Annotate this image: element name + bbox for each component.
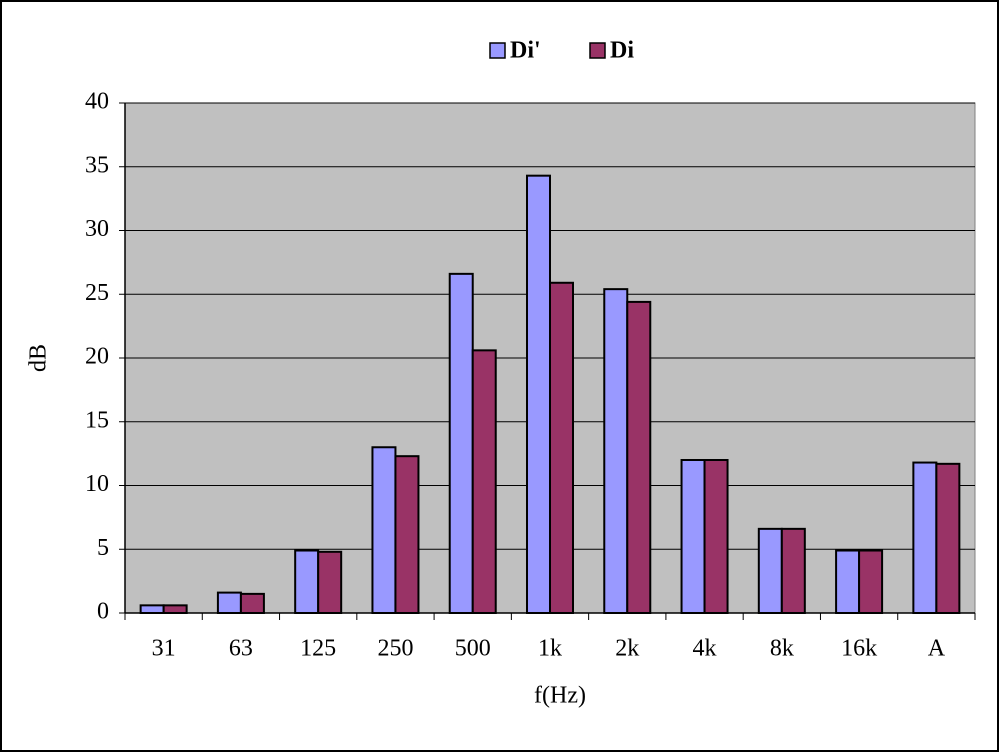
y-tick-label: 5 bbox=[97, 535, 109, 561]
bar bbox=[162, 604, 188, 614]
x-tick-label: 125 bbox=[300, 636, 336, 662]
x-axis-label: f(Hz) bbox=[534, 683, 586, 709]
bar bbox=[239, 592, 265, 614]
bar bbox=[757, 527, 783, 614]
x-tick-label: 2k bbox=[615, 636, 639, 662]
bar bbox=[680, 459, 706, 614]
x-tick-label: 8k bbox=[770, 636, 794, 662]
x-tick-label: 63 bbox=[229, 636, 253, 662]
bar bbox=[471, 349, 497, 614]
x-tick-label: 4k bbox=[693, 636, 717, 662]
bar bbox=[139, 604, 165, 614]
x-tick-label: 250 bbox=[377, 636, 413, 662]
x-tick-label: 500 bbox=[455, 636, 491, 662]
bar bbox=[603, 288, 629, 614]
y-tick-label: 35 bbox=[85, 152, 109, 178]
x-tick-label: 1k bbox=[538, 636, 562, 662]
x-tick-label: 16k bbox=[841, 636, 877, 662]
x-tick-label: A bbox=[928, 636, 946, 662]
bar bbox=[216, 591, 242, 614]
legend-swatch bbox=[489, 42, 506, 59]
y-tick-label: 15 bbox=[85, 407, 109, 433]
y-tick-label: 25 bbox=[85, 280, 109, 306]
bar bbox=[526, 174, 551, 615]
y-tick-label: 0 bbox=[97, 599, 109, 625]
bar bbox=[294, 549, 320, 615]
y-tick-label: 30 bbox=[85, 216, 109, 242]
bar bbox=[835, 549, 861, 615]
bar bbox=[935, 462, 961, 615]
legend-text: Di bbox=[610, 38, 634, 64]
legend-text: Di' bbox=[510, 38, 541, 64]
bar bbox=[371, 446, 397, 614]
bar bbox=[858, 549, 884, 615]
bar bbox=[448, 272, 474, 614]
bar bbox=[780, 527, 806, 614]
bar bbox=[394, 455, 420, 614]
y-axis-label: dB bbox=[26, 344, 52, 372]
bar bbox=[549, 281, 574, 614]
bar bbox=[703, 459, 729, 614]
bar bbox=[626, 300, 652, 614]
legend-swatch bbox=[589, 42, 606, 59]
y-tick-label: 20 bbox=[85, 344, 109, 370]
y-tick-label: 40 bbox=[85, 89, 109, 115]
x-tick-label: 31 bbox=[152, 636, 176, 662]
bar bbox=[912, 461, 938, 614]
bar bbox=[317, 550, 343, 614]
y-tick-label: 10 bbox=[85, 471, 109, 497]
